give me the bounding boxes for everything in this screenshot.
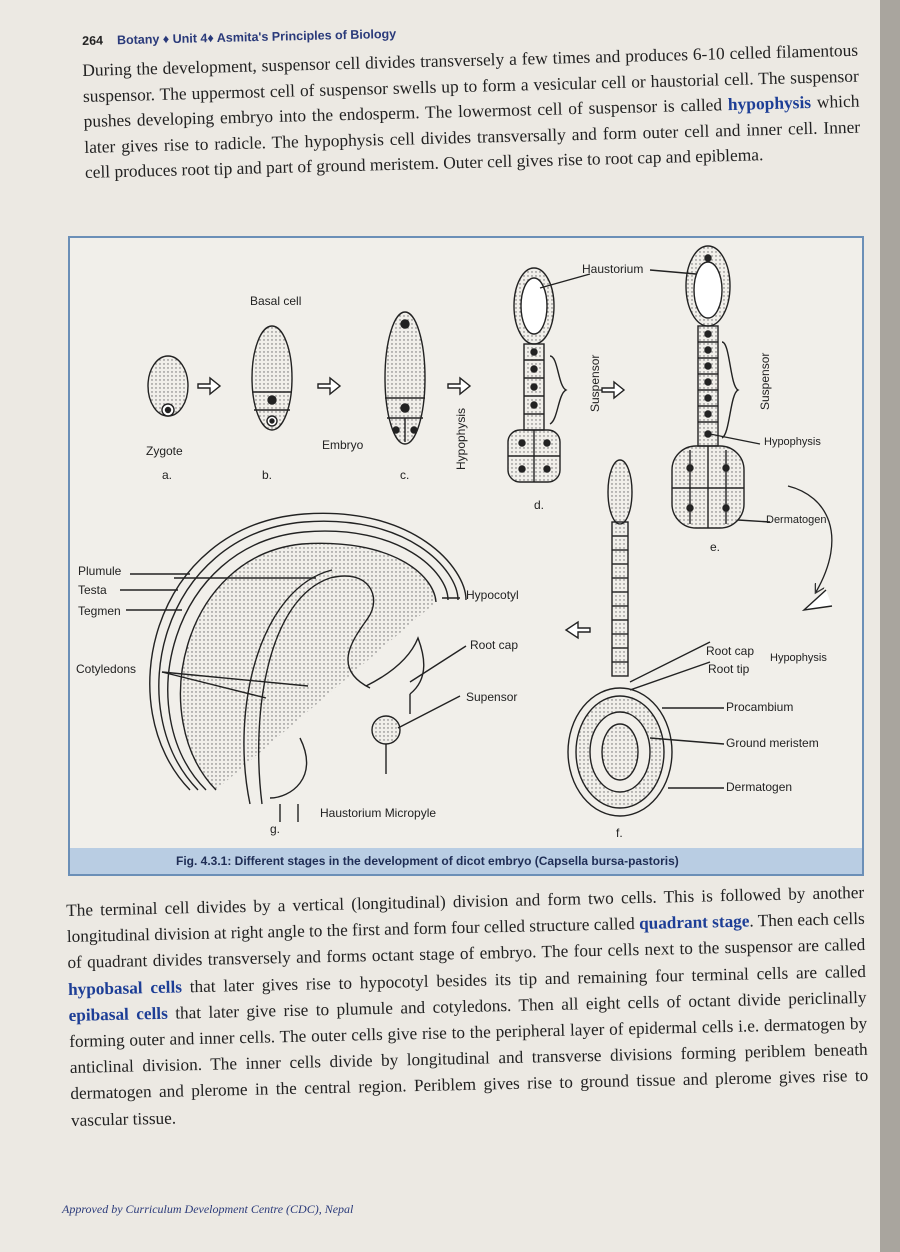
paragraph-text: that later give rise to plumule and coty…	[69, 987, 869, 1130]
embryo-stage-e	[649, 245, 771, 529]
page-header: 264 Botany ♦ Unit 4♦ Asmita's Principles …	[82, 27, 396, 48]
label-embryo: Embryo	[322, 438, 364, 452]
arrow-icon	[317, 376, 342, 396]
label-root-tip-f: Root tip	[708, 662, 750, 676]
label-g: g.	[270, 822, 281, 836]
label-hypophysis-e: Hypophysis	[764, 436, 821, 448]
arrow-icon	[601, 380, 626, 400]
embryo-stage-d	[507, 267, 591, 483]
term-quadrant-stage: quadrant stage	[638, 911, 750, 934]
label-ground-meristem: Ground meristem	[726, 736, 819, 750]
label-testa: Testa	[78, 583, 107, 597]
arrow-icon	[197, 376, 222, 396]
label-suspensor-d: Suspensor	[588, 354, 602, 412]
label-tegmen: Tegmen	[78, 604, 121, 618]
label-zygote: Zygote	[146, 444, 183, 458]
label-root-cap-f: Root cap	[706, 644, 755, 658]
label-b: b.	[262, 468, 273, 482]
term-epibasal-cells: epibasal cells	[68, 1003, 168, 1025]
zygote-stage-a	[147, 355, 189, 417]
label-e: e.	[710, 540, 721, 554]
label-c: c.	[400, 468, 410, 482]
paragraph-suspensor: During the development, suspensor cell d…	[82, 38, 861, 186]
label-d: d.	[534, 498, 545, 512]
label-dermatogen-f: Dermatogen	[726, 780, 793, 794]
term-hypophysis: hypophysis	[727, 91, 812, 115]
figure-caption-bar: Fig. 4.3.1: Different stages in the deve…	[70, 848, 862, 874]
label-procambium: Procambium	[726, 700, 794, 714]
page-number: 264	[82, 33, 104, 48]
label-cotyledons: Cotyledons	[76, 662, 137, 676]
label-hypophysis-f: Hypophysis	[770, 652, 827, 664]
label-f: f.	[616, 826, 623, 840]
label-basal-cell: Basal cell	[250, 294, 302, 308]
label-haustorium-micropyle: Haustorium Micropyle	[320, 806, 437, 820]
header-title: Botany ♦ Unit 4♦ Asmita's Principles of …	[116, 26, 397, 48]
label-hypophysis-vertical: Hypophysis	[454, 407, 468, 470]
label-dermatogen-e: Dermatogen	[766, 514, 827, 526]
page-footer: Approved by Curriculum Development Centr…	[62, 1202, 354, 1216]
paragraph-text: During the development, suspensor cell d…	[82, 39, 859, 131]
label-haustorium: Haustorium	[582, 262, 644, 276]
figure-caption: Fig. 4.3.1: Different stages in the deve…	[176, 854, 679, 868]
embryo-diagram	[120, 245, 833, 822]
label-a: a.	[162, 468, 173, 482]
embryo-stage-c	[384, 311, 426, 445]
page-edge	[880, 0, 900, 1252]
seed-stage-g	[149, 512, 467, 822]
label-hypocotyl: Hypocotyl	[466, 588, 519, 602]
two-celled-stage-b	[251, 325, 293, 431]
label-plumule: Plumule	[78, 564, 122, 578]
arrow-icon	[564, 620, 591, 640]
embryo-stage-f	[567, 459, 725, 817]
arrow-icon	[447, 376, 472, 396]
term-hypobasal-cells: hypobasal cells	[67, 977, 183, 999]
label-root-cap-g: Root cap	[470, 638, 519, 652]
paragraph-quadrant-octant: The terminal cell divides by a vertical …	[66, 880, 869, 1134]
label-suspensor-e: Suspensor	[758, 352, 772, 410]
figure-embryo-development: Basal cell Zygote Embryo Hypophysis Haus…	[68, 236, 864, 876]
label-supensor-g: Supensor	[466, 690, 518, 704]
